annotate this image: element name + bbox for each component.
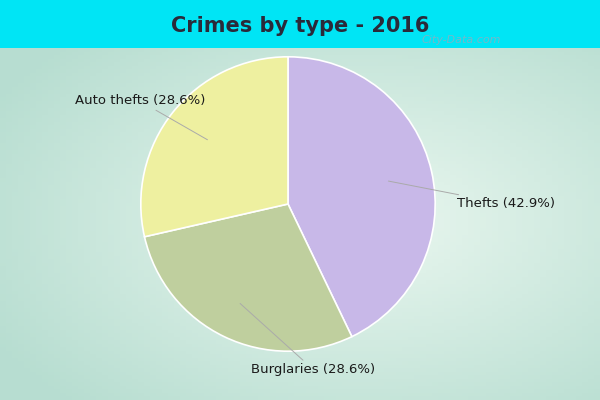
Wedge shape	[141, 57, 288, 237]
Text: City-Data.com: City-Data.com	[422, 35, 502, 45]
Wedge shape	[145, 204, 352, 351]
Text: Thefts (42.9%): Thefts (42.9%)	[388, 181, 555, 210]
Text: Crimes by type - 2016: Crimes by type - 2016	[171, 16, 429, 36]
Text: Auto thefts (28.6%): Auto thefts (28.6%)	[74, 94, 208, 140]
Text: Burglaries (28.6%): Burglaries (28.6%)	[240, 304, 376, 376]
Wedge shape	[288, 57, 435, 337]
